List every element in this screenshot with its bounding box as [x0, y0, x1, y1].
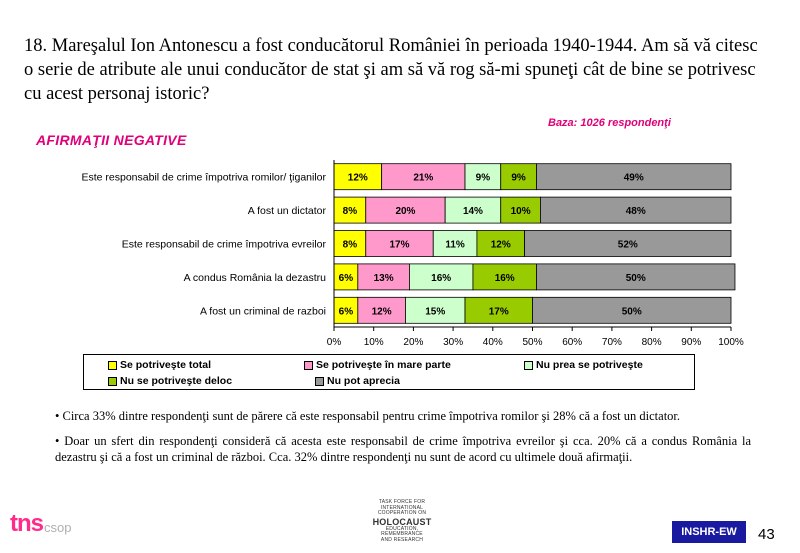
chart-legend: Se potriveşte total Se potriveşte în mar…	[83, 354, 695, 390]
data-label: 6%	[339, 306, 354, 317]
x-tick-label: 20%	[403, 337, 423, 348]
legend-label: Nu pot aprecia	[327, 375, 400, 387]
bar-segment	[365, 230, 434, 257]
section-label: AFIRMAŢII NEGATIVE	[36, 132, 187, 148]
data-label: 14%	[463, 206, 483, 217]
bar-segment	[357, 296, 406, 324]
bar-segment	[333, 196, 367, 224]
x-tick-label: 70%	[602, 337, 622, 348]
legend-item-total: Se potriveşte total	[108, 358, 211, 372]
legend-label: Se potriveşte total	[120, 359, 212, 371]
bullet-2: • Doar un sfert din respondenţi consider…	[55, 433, 751, 465]
legend-item-nu-pot: Nu pot aprecia	[315, 374, 400, 388]
data-label: 12%	[372, 306, 392, 317]
x-tick-label: 10%	[364, 337, 384, 348]
data-label: 17%	[389, 240, 409, 251]
data-label: 9%	[476, 173, 491, 184]
bar-segment	[464, 296, 533, 324]
page-number: 43	[758, 526, 775, 543]
legend-item-deloc: Nu se potriveşte deloc	[108, 374, 232, 388]
bar-segment	[476, 230, 525, 257]
bar-segment	[405, 296, 466, 324]
category-label: A fost un dictator	[248, 205, 327, 217]
bar-segment	[409, 263, 474, 291]
data-label: 10%	[511, 206, 531, 217]
data-label: 21%	[413, 173, 433, 184]
bar-segment	[464, 163, 502, 191]
bar-segment	[524, 230, 732, 257]
tf-line: EDUCATION,	[385, 525, 419, 532]
data-label: 6%	[339, 273, 354, 284]
data-label: 50%	[622, 306, 642, 317]
bar-segment	[333, 163, 383, 191]
data-label: 12%	[348, 173, 368, 184]
legend-item-nu-prea: Nu prea se potriveşte	[524, 358, 643, 372]
bar-segment	[536, 263, 736, 291]
legend-swatch	[108, 376, 117, 386]
data-label: 8%	[343, 206, 358, 217]
bar-segment	[381, 163, 466, 191]
data-label: 48%	[626, 206, 646, 217]
tf-line: AND RESEARCH	[380, 536, 424, 543]
data-label: 12%	[491, 240, 511, 251]
tf-line: TASK FORCE FOR	[378, 499, 426, 505]
category-label: A condus România la dezastru	[184, 272, 327, 284]
bar-segment	[536, 163, 732, 191]
legend-swatch	[304, 360, 313, 370]
bullet-1: • Circa 33% dintre respondenţi sunt de p…	[55, 409, 681, 423]
data-label: 13%	[374, 273, 394, 284]
data-label: 8%	[343, 240, 358, 251]
bar-segment	[500, 196, 541, 224]
task-force-logo: TASK FORCE FOR INTERNATIONAL COOPERATION…	[370, 499, 434, 546]
bar-segment	[357, 263, 410, 291]
data-label: 50%	[626, 273, 646, 284]
legend-swatch	[108, 360, 117, 370]
logo-main: tns	[10, 510, 44, 537]
x-tick-label: 60%	[562, 337, 582, 348]
bar-segment	[444, 196, 502, 224]
commentary: • Circa 33% dintre respondenţi sunt de p…	[55, 408, 751, 474]
question-text: 18. Mareşalul Ion Antonescu a fost condu…	[24, 36, 758, 104]
x-tick-label: 40%	[483, 337, 503, 348]
legend-label: Nu se potriveşte deloc	[120, 375, 233, 387]
category-label: Este responsabil de crime împotriva romi…	[81, 172, 326, 184]
tf-line: HOLOCAUST	[372, 516, 432, 527]
bar-segment	[472, 263, 537, 291]
bar-segment	[532, 296, 732, 324]
data-label: 52%	[618, 240, 638, 251]
data-label: 16%	[431, 273, 451, 284]
legend-swatch	[315, 376, 324, 386]
legend-swatch	[524, 360, 533, 370]
x-tick-label: 30%	[443, 337, 463, 348]
bar-segment	[540, 196, 732, 224]
bar-segment	[432, 230, 478, 257]
data-label: 17%	[489, 306, 509, 317]
x-tick-label: 80%	[642, 337, 662, 348]
legend-label: Nu prea se potriveşte	[536, 359, 643, 371]
category-label: Este responsabil de crime împotriva evre…	[122, 239, 327, 251]
x-tick-label: 100%	[718, 337, 744, 348]
data-label: 11%	[445, 240, 465, 251]
category-label: A fost un criminal de razboi	[200, 305, 326, 317]
data-label: 16%	[495, 273, 515, 284]
tf-line: COOPERATION ON	[377, 510, 427, 516]
tf-line: REMEMBRANCE	[381, 531, 423, 537]
tns-csop-logo: tns csop	[10, 512, 71, 536]
data-label: 15%	[425, 306, 445, 317]
base-label: Baza: 1026 respondenţi	[548, 117, 671, 129]
legend-item-mare-parte: Se potriveşte în mare parte	[304, 358, 451, 372]
data-label: 49%	[624, 173, 644, 184]
tf-line: INTERNATIONAL	[380, 504, 424, 511]
data-label: 20%	[395, 206, 415, 217]
x-tick-label: 90%	[681, 337, 701, 348]
x-tick-label: 0%	[327, 337, 342, 348]
x-tick-label: 50%	[522, 337, 542, 348]
logo-sub: csop	[44, 520, 72, 535]
bar-segment	[365, 196, 446, 224]
legend-label: Se potriveşte în mare parte	[316, 359, 451, 371]
inshr-badge: INSHR-EW	[672, 521, 746, 543]
data-label: 9%	[511, 173, 526, 184]
